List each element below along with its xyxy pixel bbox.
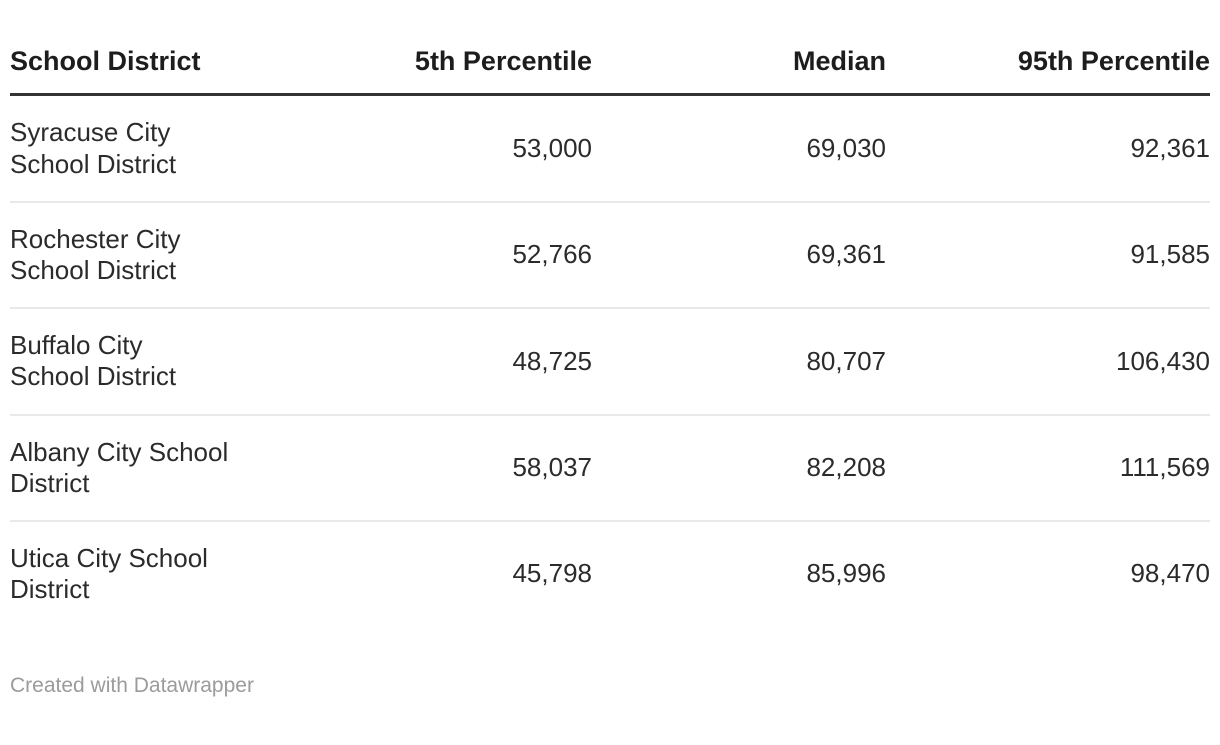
district-name: Buffalo City School District xyxy=(10,308,262,416)
value-95th-percentile: 106,430 xyxy=(886,308,1210,416)
value-5th-percentile: 58,037 xyxy=(262,414,592,522)
value-5th-percentile: 53,000 xyxy=(262,94,592,203)
value-median: 69,361 xyxy=(592,201,886,310)
value-5th-percentile: 45,798 xyxy=(512,558,592,589)
table-row: Albany City School District 58,037 82,20… xyxy=(10,414,1210,522)
district-name: Syracuse City School District xyxy=(10,94,262,203)
value-95th-percentile: 91,585 xyxy=(886,201,1210,310)
value-median: 85,996 xyxy=(806,558,886,589)
table-row: Buffalo City School District 48,725 80,7… xyxy=(10,308,1210,416)
value-median: 82,208 xyxy=(592,414,886,522)
value-median: 80,707 xyxy=(592,308,886,416)
percentile-table: School District 5th Percentile Median 95… xyxy=(10,39,1210,626)
table-body: Syracuse City School District 53,000 69,… xyxy=(10,94,1210,626)
value-median: 69,030 xyxy=(592,94,886,203)
table-header: School District 5th Percentile Median 95… xyxy=(10,39,1210,97)
value-5th-percentile: 48,725 xyxy=(262,308,592,416)
table-row: Utica City School District 45,798 85,996… xyxy=(10,521,1210,626)
district-name: Utica City School District xyxy=(10,542,208,605)
header-row: School District 5th Percentile Median 95… xyxy=(10,39,1210,97)
table-row: Rochester City School District 52,766 69… xyxy=(10,201,1210,310)
datawrapper-table-page: School District 5th Percentile Median 95… xyxy=(0,39,1220,698)
column-header-5th-percentile: 5th Percentile xyxy=(262,39,592,97)
value-95th-percentile: 111,569 xyxy=(886,414,1210,522)
table-row: Syracuse City School District 53,000 69,… xyxy=(10,94,1210,203)
attribution-text: Created with Datawrapper xyxy=(10,674,254,698)
value-95th-percentile: 98,470 xyxy=(1130,558,1210,589)
district-name: Albany City School District xyxy=(10,414,262,522)
column-header-95th-percentile: 95th Percentile xyxy=(886,39,1210,97)
column-header-median: Median xyxy=(592,39,886,97)
district-name: Rochester City School District xyxy=(10,201,262,310)
column-header-school-district: School District xyxy=(10,39,262,97)
value-95th-percentile: 92,361 xyxy=(886,94,1210,203)
value-5th-percentile: 52,766 xyxy=(262,201,592,310)
